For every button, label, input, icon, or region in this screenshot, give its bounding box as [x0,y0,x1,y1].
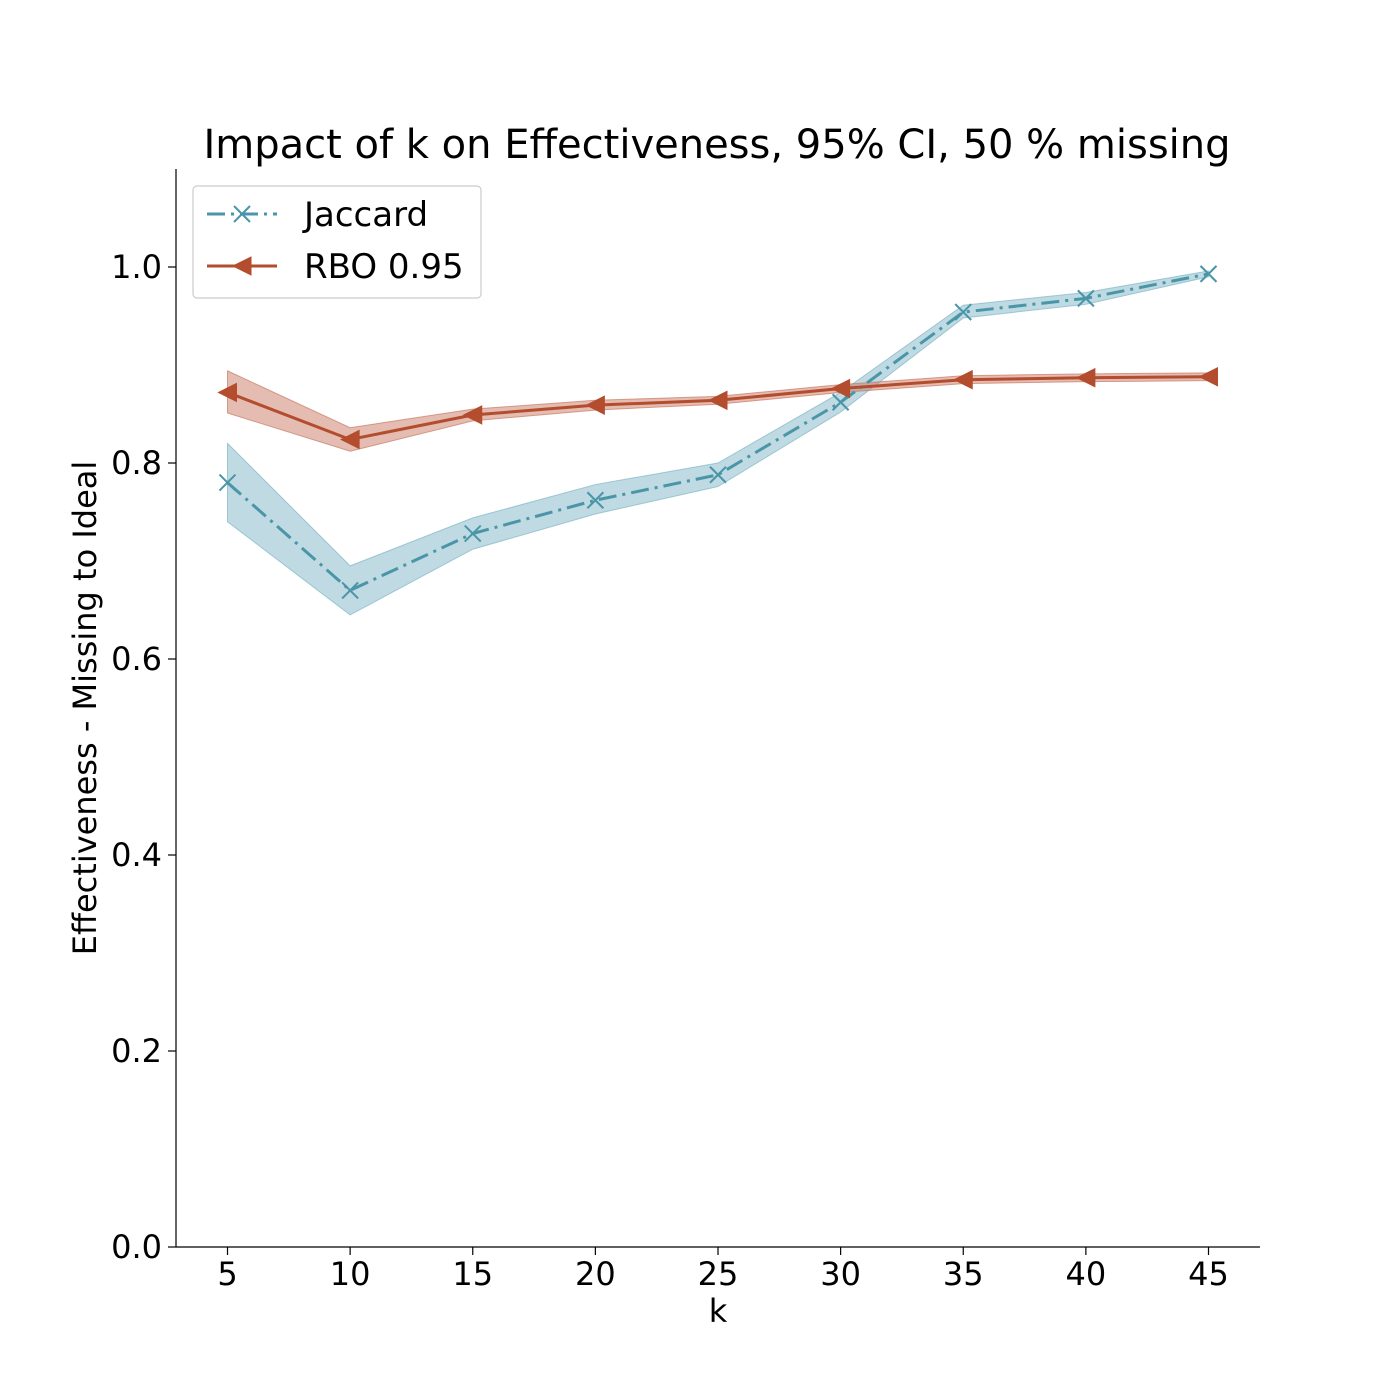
jaccard-ci-band [227,270,1209,616]
x-tick-label: 40 [1066,1255,1107,1293]
y-tick-label: 0.6 [111,640,162,678]
rbo-0-95-point [953,369,973,390]
y-tick-label: 0.8 [111,444,162,482]
jaccard-point [1199,265,1218,283]
y-tick-label: 0.2 [111,1032,162,1070]
rbo-0-95-point [707,390,728,411]
x-axis-ticks: 5 10 15 20 25 30 35 40 45 [217,1247,1229,1293]
confidence-bands [227,270,1209,616]
x-tick-label: 25 [698,1255,739,1293]
x-tick-label: 5 [217,1255,237,1293]
jaccard-point [709,466,727,484]
legend: Jaccard RBO 0.95 [192,185,482,299]
legend-jaccard-marker [233,205,251,223]
legend-rbo-0-95-label: RBO 0.95 [304,247,464,287]
jaccard-point [831,393,850,411]
x-tick-label: 20 [575,1255,616,1293]
y-axis-label: Effectiveness - Missing to Ideal [66,461,104,956]
jaccard-point [464,524,482,543]
y-axis-ticks: 0.0 0.2 0.4 0.6 0.8 1.0 [111,248,176,1266]
y-tick-label: 0.4 [111,836,162,874]
x-tick-label: 45 [1188,1255,1229,1293]
rbo-0-95-ci-band [227,370,1209,452]
jaccard-point [341,581,359,600]
x-axis-label: k [709,1292,728,1330]
jaccard-point [586,491,605,509]
rbo-0-95-point [217,382,238,403]
rbo-0-95-point [1198,366,1218,387]
rbo-0-95-point [340,429,360,450]
jaccard-point [1077,289,1095,308]
jaccard-point [954,303,972,321]
y-tick-label: 1.0 [111,248,162,286]
x-tick-label: 15 [452,1255,493,1293]
y-tick-label: 0.0 [111,1228,162,1266]
x-tick-label: 30 [820,1255,861,1293]
jaccard-point [218,473,237,492]
rbo-0-95-point [462,405,483,425]
x-tick-label: 35 [943,1255,984,1293]
jaccard-line [226,272,1209,593]
chart-title: Impact of k on Effectiveness, 95% CI, 50… [203,122,1230,168]
legend-jaccard-label: Jaccard [302,195,428,235]
rbo-0-95-point [585,395,605,415]
x-tick-label: 10 [330,1255,371,1293]
series-markers [217,265,1218,600]
rbo-0-95-point [1075,367,1096,388]
legend-rbo-0-95-marker [231,256,252,276]
rbo-0-95-point [830,378,851,399]
